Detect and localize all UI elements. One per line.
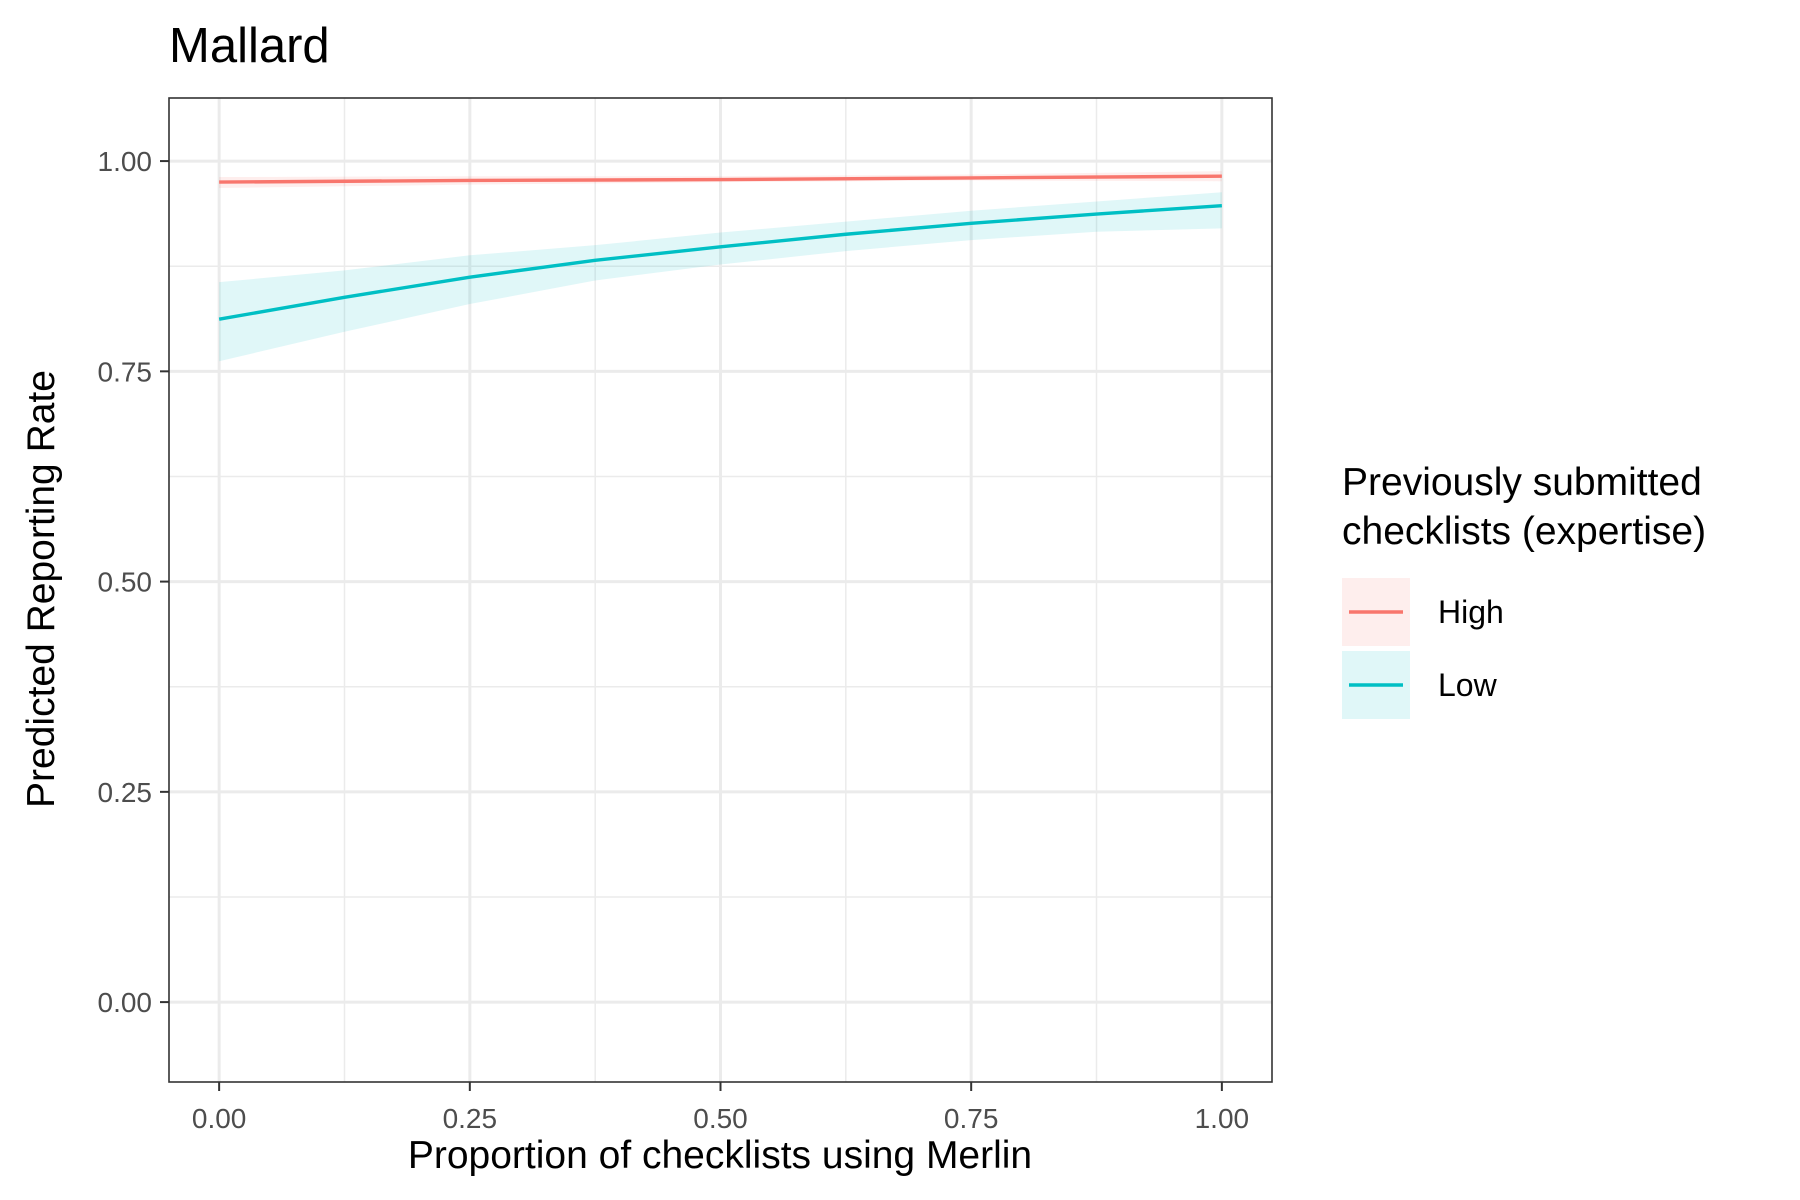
- series-line-high: [219, 174, 1222, 184]
- x-axis-title: Proportion of checklists using Merlin: [408, 1134, 1032, 1177]
- x-tick-label: 0.25: [443, 1103, 498, 1134]
- legend-label-high: High: [1438, 594, 1504, 630]
- confidence-band-low: [219, 192, 1222, 362]
- chart-title: Mallard: [169, 19, 330, 73]
- x-tick-label: 0.75: [944, 1103, 999, 1134]
- x-tick-label: 0.00: [192, 1103, 247, 1134]
- axes: 0.00 0.25 0.50 0.75 1.00 0.00 0.25 0.50 0.75 1.00: [98, 146, 1250, 1134]
- series-line-low: [218, 203, 1222, 321]
- x-tick-label: 0.50: [693, 1103, 748, 1134]
- legend: Previously submitted checklists (expertis…: [1342, 461, 1706, 719]
- y-axis-title: Predicted Reporting Rate: [20, 370, 63, 808]
- y-tick-label: 0.50: [98, 567, 153, 598]
- y-tick-label: 0.25: [98, 777, 153, 808]
- y-tick-label: 0.75: [98, 356, 153, 387]
- x-tick-label: 1.00: [1195, 1103, 1250, 1134]
- legend-label-low: Low: [1438, 667, 1498, 703]
- legend-title-line: Previously submitted: [1342, 461, 1702, 504]
- legend-title-line: checklists (expertise): [1342, 510, 1706, 553]
- plot-area: [168, 97, 1273, 1083]
- y-tick-label: 0.00: [98, 987, 153, 1018]
- y-tick-label: 1.00: [98, 146, 153, 177]
